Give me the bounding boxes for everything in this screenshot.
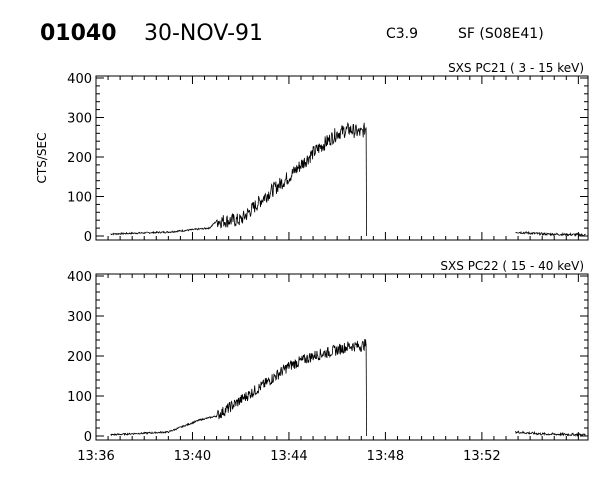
plot-frame bbox=[95, 75, 589, 241]
y-tick-label: 200 bbox=[67, 350, 92, 365]
y-tick-label: 400 bbox=[67, 270, 92, 285]
goes-class: C3.9 bbox=[386, 26, 418, 42]
panels: SXS PC21 ( 3 - 15 keV) CTS/SEC 0 100 200 300 4… bbox=[35, 61, 589, 464]
y-tick-label: 0 bbox=[84, 430, 92, 445]
panel-1: SXS PC21 ( 3 - 15 keV) CTS/SEC 0 100 200 300 4… bbox=[35, 61, 589, 245]
y-axis-label: CTS/SEC bbox=[35, 133, 49, 184]
panel-2: SXS PC22 ( 15 - 40 keV) 0 100 200 300 400 13:3… bbox=[67, 259, 589, 464]
x-tick-label: 13:36 bbox=[77, 449, 114, 464]
x-tick-label: 13:40 bbox=[174, 449, 211, 464]
event-id: 01040 bbox=[40, 21, 117, 46]
x-tick-label: 13:52 bbox=[463, 449, 500, 464]
y-tick-label: 200 bbox=[67, 151, 92, 166]
y-tick-label: 300 bbox=[67, 112, 92, 127]
panel-label: SXS PC21 ( 3 - 15 keV) bbox=[448, 61, 584, 75]
series-segment-1 bbox=[110, 339, 367, 437]
series-segment-3 bbox=[515, 230, 586, 237]
y-tick-label: 100 bbox=[67, 191, 92, 206]
y-tick-label: 300 bbox=[67, 310, 92, 325]
y-tick-label: 0 bbox=[84, 230, 92, 245]
y-tick-label: 400 bbox=[67, 72, 92, 87]
plot-frame bbox=[95, 273, 589, 441]
panel-label: SXS PC22 ( 15 - 40 keV) bbox=[440, 259, 584, 273]
event-date: 30-NOV-91 bbox=[144, 21, 263, 46]
y-tick-label: 100 bbox=[67, 390, 92, 405]
series-segment-3 bbox=[515, 430, 586, 438]
series-segment-1 bbox=[110, 122, 367, 236]
series-segment-2 bbox=[365, 127, 368, 237]
x-tick-label: 13:48 bbox=[367, 449, 404, 464]
series-segment-2 bbox=[365, 343, 368, 437]
flare-location: SF (S08E41) bbox=[458, 26, 544, 42]
x-tick-label: 13:44 bbox=[270, 449, 307, 464]
